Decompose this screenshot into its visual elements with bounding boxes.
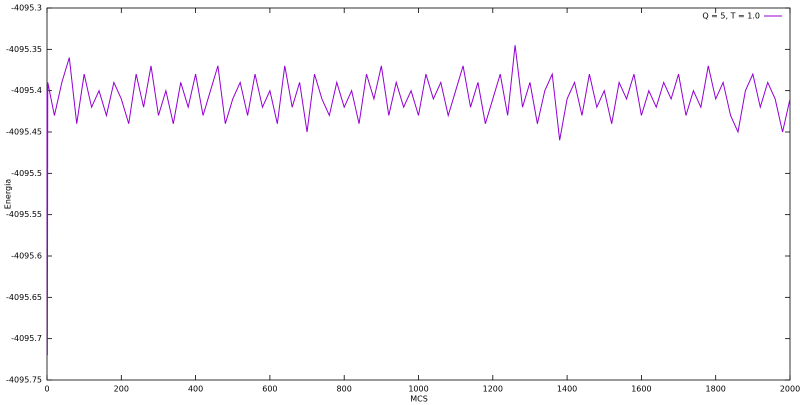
y-tick-label: -4095.55 bbox=[6, 210, 42, 219]
plot-frame bbox=[46, 7, 791, 381]
x-tick-label: 1800 bbox=[706, 385, 726, 394]
x-tick-label: 1200 bbox=[483, 385, 503, 394]
y-tick-label: -4095.4 bbox=[11, 86, 42, 95]
y-tick-label: -4095.75 bbox=[6, 376, 42, 385]
x-tick-label: 0 bbox=[44, 385, 49, 394]
legend-label: Q = 5, T = 1.0 bbox=[702, 12, 760, 21]
y-tick-label: -4095.7 bbox=[11, 334, 42, 343]
y-tick-label: -4095.5 bbox=[11, 169, 42, 178]
x-tick-label: 1600 bbox=[631, 385, 651, 394]
x-tick-label: 1400 bbox=[557, 385, 577, 394]
y-tick-label: -4095.45 bbox=[6, 128, 42, 137]
x-tick-label: 1000 bbox=[408, 385, 428, 394]
x-axis-label: MCS bbox=[410, 395, 428, 404]
x-tick-label: 600 bbox=[262, 385, 277, 394]
x-tick-label: 800 bbox=[337, 385, 352, 394]
y-tick-label: -4095.3 bbox=[11, 4, 42, 13]
x-tick-label: 400 bbox=[188, 385, 203, 394]
y-tick-label: -4095.6 bbox=[11, 252, 42, 261]
y-axis-label: Energia bbox=[4, 179, 13, 209]
y-tick-label: -4095.35 bbox=[6, 45, 42, 54]
x-tick-label: 2000 bbox=[780, 385, 800, 394]
series-line bbox=[46, 45, 791, 356]
y-tick-label: -4095.65 bbox=[6, 293, 42, 302]
x-tick-label: 200 bbox=[114, 385, 129, 394]
